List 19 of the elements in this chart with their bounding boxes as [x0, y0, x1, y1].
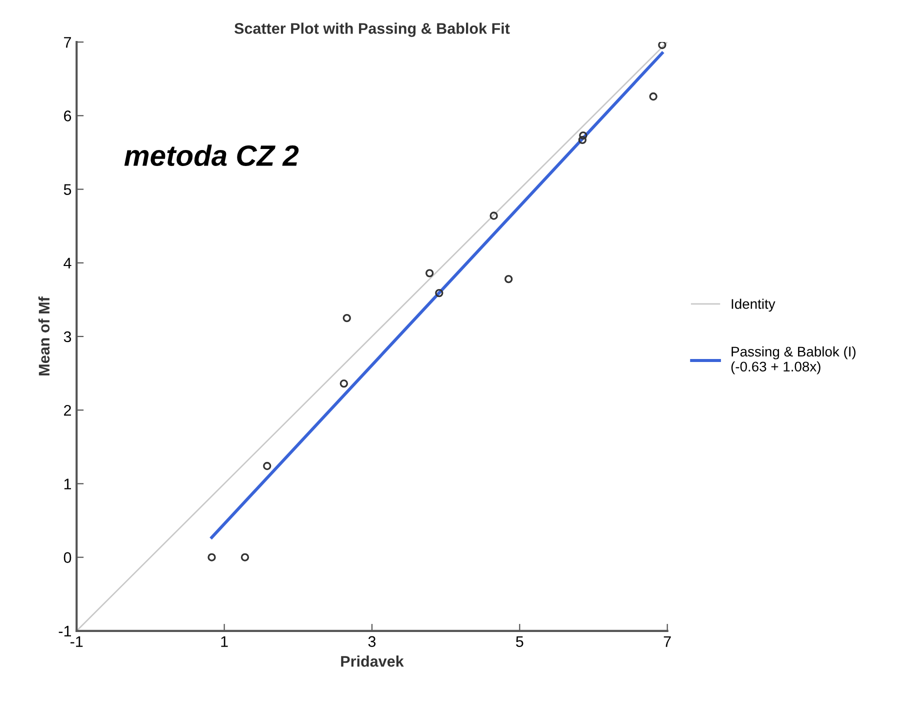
y-tick-label: 1 [64, 478, 72, 490]
y-tick-label: 5 [64, 184, 72, 195]
annotation: metoda CZ 2 [124, 144, 299, 166]
y-tick-label: -1 [58, 626, 72, 636]
y-tick-label: 4 [64, 258, 72, 268]
y-tick-label: 6 [64, 110, 72, 122]
x-axis-title: Pridavek [341, 656, 404, 667]
y-tick-label: 7 [64, 37, 71, 48]
y-tick-label: 3 [64, 331, 72, 342]
y-tick-label: 2 [64, 404, 71, 416]
y-axis-title: Mean of Mf [38, 296, 50, 376]
legend-label: Passing & Bablok (I) (-0.63 + 1.08x) [731, 346, 856, 374]
x-tick-label: 5 [516, 636, 524, 647]
y-tick-label: 0 [64, 552, 72, 563]
chart-title: Scatter Plot with Passing & Bablok Fit [234, 22, 510, 37]
legend-label: Identity [732, 298, 776, 312]
x-tick-label: 3 [368, 636, 376, 647]
x-tick-label: 1 [221, 636, 228, 647]
x-tick-label: 7 [664, 636, 671, 647]
